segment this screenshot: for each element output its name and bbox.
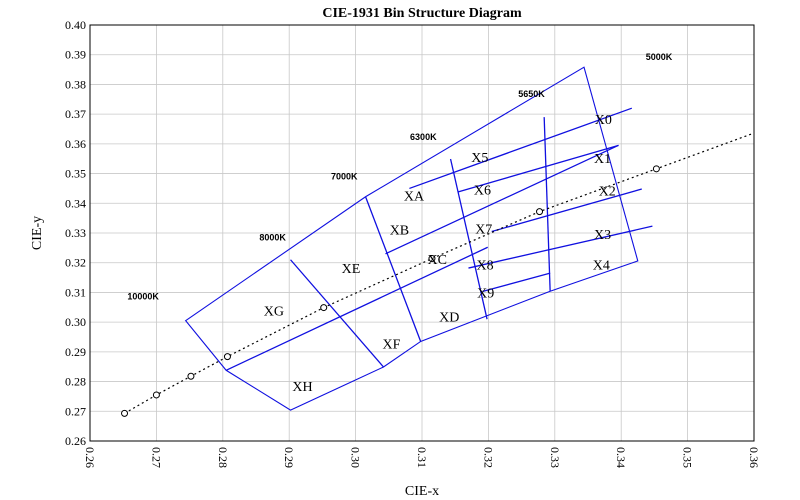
x-tick-label: 0.35 (681, 447, 695, 468)
x-axis-label: CIE-x (405, 484, 439, 499)
bin-outline-group (184, 66, 639, 411)
x-tick-label: 0.32 (481, 447, 495, 468)
y-tick-label: 0.29 (65, 345, 86, 359)
x-axis-ticks: 0.26 0.27 0.28 0.29 0.30 0.31 0.32 0.33 0.34 0.35… (83, 447, 761, 468)
locus-point (428, 255, 436, 263)
bin-divider-line (225, 246, 489, 371)
locus-point (121, 409, 129, 417)
bin-label: X3 (594, 228, 611, 243)
y-axis-ticks: 0.26 0.27 0.28 0.29 0.30 0.31 0.32 0.33 0.34 0.35… (65, 18, 86, 448)
x-tick-label: 0.29 (282, 447, 296, 468)
bin-divider-line (482, 272, 551, 293)
bin-lines-group (225, 107, 653, 371)
bin-label: XE (342, 262, 361, 277)
cct-label: 8000K (259, 232, 286, 242)
bin-label: XH (292, 380, 312, 395)
y-tick-label: 0.39 (65, 48, 86, 62)
plot-frame (89, 24, 755, 442)
bin-labels: X0 X1 X2 X3 X4 X5 X6 X7 X8 X9 XA XB XC XD XE XF XG XH (264, 113, 616, 395)
bin-divider-line (468, 225, 653, 269)
bin-divider-line (385, 144, 619, 255)
x-tick-label: 0.33 (548, 447, 562, 468)
cct-label: 5650K (518, 89, 545, 99)
cct-label: 7000K (331, 172, 358, 182)
bin-divider-line (491, 188, 642, 233)
bin-divider-line (543, 117, 551, 292)
y-tick-label: 0.27 (65, 404, 86, 418)
bin-label: XG (264, 305, 284, 320)
bin-label: X0 (595, 113, 612, 128)
bin-label: X8 (477, 258, 494, 273)
bin-divider-line (364, 196, 422, 342)
y-tick-label: 0.30 (65, 315, 86, 329)
bin-label: X9 (477, 286, 494, 301)
cct-label: 10000K (127, 291, 159, 301)
x-tick-label: 0.34 (614, 447, 628, 468)
y-tick-label: 0.26 (65, 434, 86, 448)
bin-label: XF (383, 338, 401, 353)
bin-outline (184, 66, 639, 411)
bin-label: XA (404, 189, 425, 204)
locus-line (124, 132, 755, 414)
bin-label: X7 (475, 223, 492, 238)
x-tick-label: 0.36 (747, 447, 761, 468)
bin-divider-line (409, 107, 633, 190)
bin-label: X1 (594, 152, 611, 167)
y-tick-label: 0.38 (65, 77, 86, 91)
locus-point (187, 372, 195, 380)
y-tick-label: 0.33 (65, 226, 86, 240)
x-tick-label: 0.28 (216, 447, 230, 468)
bin-label: X4 (593, 258, 610, 273)
bin-label: X6 (474, 184, 491, 199)
cct-label: 6300K (410, 132, 437, 142)
locus-point (223, 353, 231, 361)
x-tick-label: 0.30 (349, 447, 363, 468)
x-tick-label: 0.31 (415, 447, 429, 468)
x-tick-label: 0.27 (149, 447, 163, 468)
bin-label: X2 (599, 185, 616, 200)
bin-divider-line (457, 144, 619, 193)
bin-label: XC (428, 253, 447, 268)
bin-label: X5 (471, 151, 488, 166)
locus-point (152, 391, 160, 399)
y-tick-label: 0.34 (65, 196, 86, 210)
bin-divider-line (290, 259, 384, 368)
y-axis-label: CIE-y (30, 216, 45, 250)
locus-point (320, 304, 328, 312)
locus-point (536, 208, 544, 216)
y-tick-label: 0.28 (65, 375, 86, 389)
cct-label: 5000K (646, 52, 673, 62)
locus-point (652, 165, 660, 173)
bin-label: XB (390, 223, 409, 238)
cct-labels: 10000K 8000K 7000K 6300K 5650K 5000K (127, 52, 672, 301)
x-tick-label: 0.26 (83, 447, 97, 468)
y-tick-label: 0.31 (65, 285, 86, 299)
bin-divider-line (449, 158, 488, 320)
y-tick-label: 0.40 (65, 18, 86, 32)
y-tick-label: 0.36 (65, 137, 86, 151)
locus-group (121, 132, 755, 417)
y-tick-label: 0.32 (65, 256, 86, 270)
y-tick-label: 0.37 (65, 107, 86, 121)
bin-label: XD (439, 310, 459, 325)
y-tick-label: 0.35 (65, 167, 86, 181)
chart-title: CIE-1931 Bin Structure Diagram (322, 6, 522, 21)
